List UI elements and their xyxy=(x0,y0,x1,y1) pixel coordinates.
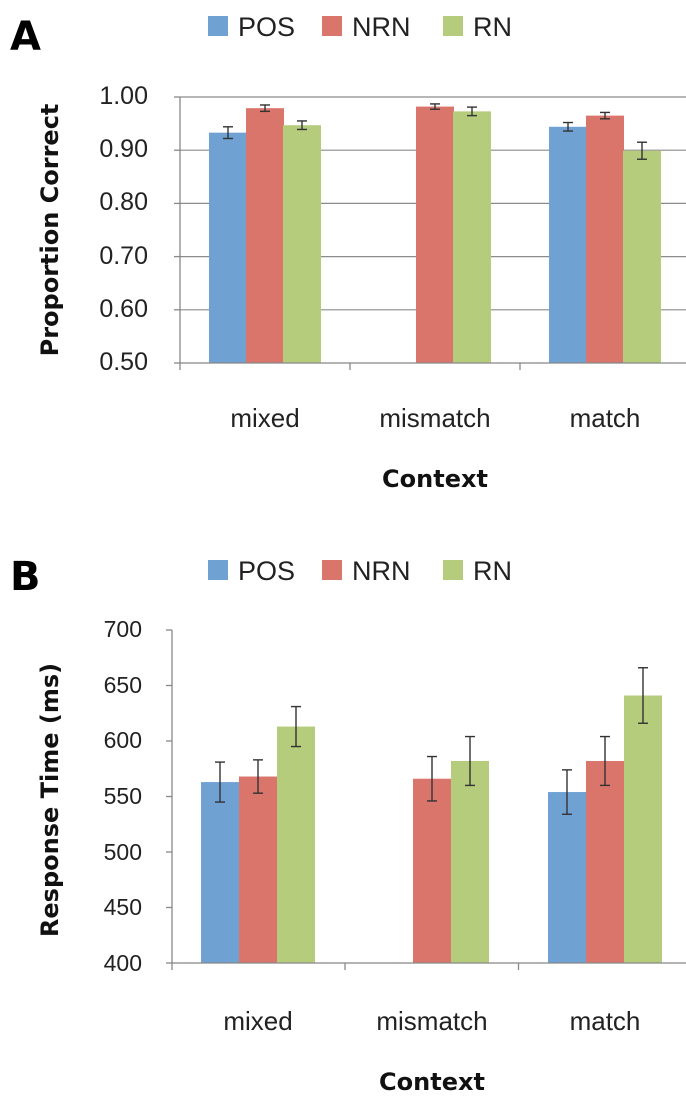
bar-nrn-mixed xyxy=(246,108,284,363)
legend-label-rn: RN xyxy=(473,12,512,42)
x-category-label: mismatch xyxy=(379,403,490,433)
y-tick-label: 0.80 xyxy=(99,188,148,216)
x-category-label: match xyxy=(570,403,641,433)
legend-swatch-nrn xyxy=(322,16,342,36)
bar-rn-match xyxy=(624,695,662,963)
legend-swatch-pos xyxy=(208,560,228,580)
y-tick-label: 600 xyxy=(104,727,142,753)
bar-nrn-mixed xyxy=(239,776,277,963)
panel-b-axes xyxy=(166,629,686,970)
panel-a-legend: POS NRN RN xyxy=(208,12,512,42)
x-category-label: mixed xyxy=(223,1006,292,1036)
y-tick-label: 550 xyxy=(104,783,142,809)
x-category-label: mixed xyxy=(230,403,299,433)
y-tick-label: 700 xyxy=(104,616,142,642)
y-tick-label: 650 xyxy=(104,672,142,698)
legend-swatch-rn xyxy=(443,560,463,580)
legend-swatch-rn xyxy=(443,16,463,36)
y-tick-label: 500 xyxy=(104,839,142,865)
legend-swatch-pos xyxy=(208,16,228,36)
panel-a: A POS NRN RN 0.50 0.60 0.70 0.80 0.90 1.… xyxy=(10,12,686,493)
bar-pos-mixed xyxy=(201,782,239,963)
panel-a-bars xyxy=(209,103,661,364)
x-category-label: mismatch xyxy=(376,1006,487,1036)
panel-b-legend: POS NRN RN xyxy=(208,556,512,586)
legend-label-pos: POS xyxy=(238,12,295,42)
bar-nrn-mismatch xyxy=(413,778,451,963)
panel-a-categories: mixed mismatch match xyxy=(230,403,640,433)
y-tick-label: 0.60 xyxy=(99,295,148,323)
bar-pos-match xyxy=(548,792,586,963)
bar-nrn-mismatch xyxy=(416,106,454,364)
panel-a-yticks: 0.50 0.60 0.70 0.80 0.90 1.00 xyxy=(99,82,148,376)
legend-label-nrn: NRN xyxy=(352,556,411,586)
bar-pos-mixed xyxy=(209,132,247,363)
x-category-label: match xyxy=(570,1006,641,1036)
bar-pos-match xyxy=(549,126,587,364)
y-tick-label: 0.90 xyxy=(99,135,148,163)
panel-b-y-axis-title: Response Time (ms) xyxy=(36,663,64,937)
bar-rn-mismatch xyxy=(451,760,489,963)
legend-label-pos: POS xyxy=(238,556,295,586)
bar-rn-match xyxy=(623,150,661,363)
panel-a-y-axis-title: Proportion Correct xyxy=(36,104,64,357)
panel-a-letter: A xyxy=(10,14,41,60)
bar-nrn-match xyxy=(586,115,624,364)
y-tick-label: 450 xyxy=(104,894,142,920)
panel-a-axes xyxy=(174,96,686,370)
panel-b-letter: B xyxy=(10,554,41,600)
panel-b-x-axis-title: Context xyxy=(379,1068,485,1096)
y-tick-label: 1.00 xyxy=(99,82,148,110)
legend-label-nrn: NRN xyxy=(352,12,411,42)
panel-b: B POS NRN RN 400 450 500 550 600 650 700… xyxy=(10,554,686,1096)
bar-nrn-match xyxy=(586,760,624,963)
bar-rn-mixed xyxy=(283,125,321,363)
bar-rn-mismatch xyxy=(453,111,491,363)
panel-b-bars xyxy=(201,667,662,963)
panel-b-categories: mixed mismatch match xyxy=(223,1006,640,1036)
panel-b-yticks: 400 450 500 550 600 650 700 xyxy=(104,616,142,976)
y-tick-label: 400 xyxy=(104,950,142,976)
legend-label-rn: RN xyxy=(473,556,512,586)
legend-swatch-nrn xyxy=(322,560,342,580)
bar-rn-mixed xyxy=(277,726,315,963)
y-tick-label: 0.70 xyxy=(99,242,148,270)
y-tick-label: 0.50 xyxy=(99,348,148,376)
panel-a-x-axis-title: Context xyxy=(382,465,488,493)
